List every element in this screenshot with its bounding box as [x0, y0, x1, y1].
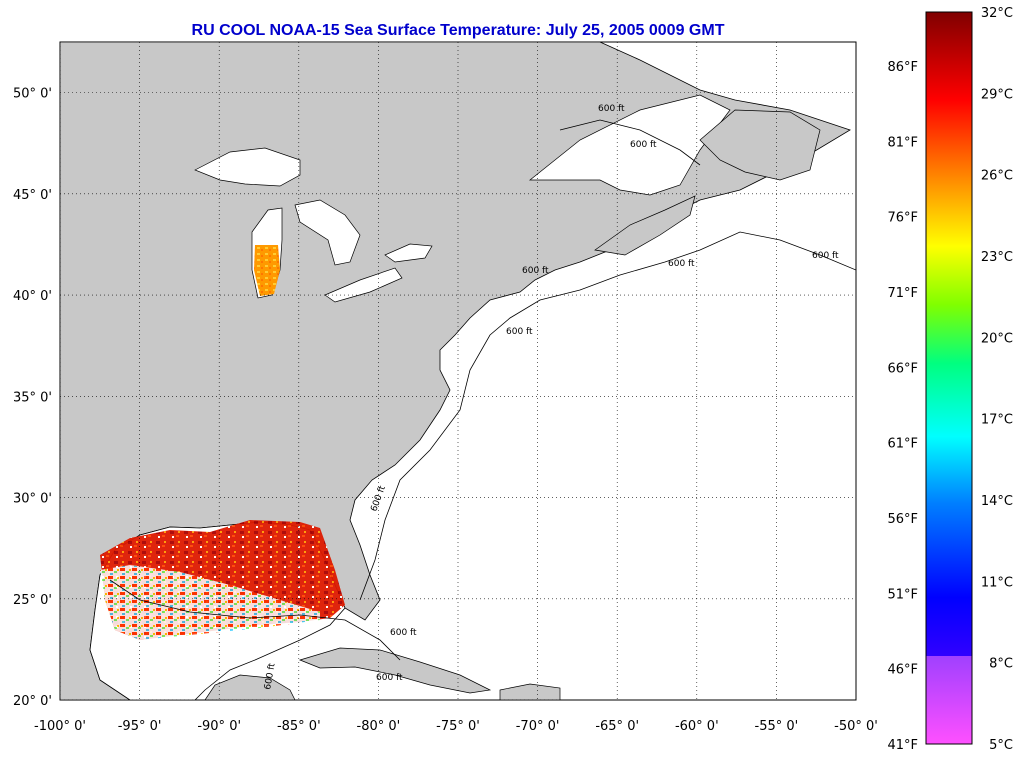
lake-ontario: [384, 243, 433, 263]
yucatan-peninsula: [204, 674, 296, 700]
lon-tick-label: -90° 0': [197, 719, 241, 734]
isobath-600ft-atlantic: [359, 231, 856, 601]
lat-tick-label: 50° 0': [13, 87, 52, 102]
contour-labels: 600 ft 600 ft 600 ft 600 ft 600 ft 600 f…: [263, 104, 839, 691]
colorbar-celsius-label: 29°C: [981, 87, 1013, 102]
svg-text:600 ft: 600 ft: [506, 327, 533, 337]
lon-tick-label: -100° 0': [34, 719, 86, 734]
colorbar-fahrenheit-label: 71°F: [887, 286, 918, 301]
lon-tick-label: -70° 0': [516, 719, 560, 734]
colorbar-fahrenheit-label: 56°F: [887, 512, 918, 527]
colorbar-fahrenheit-label: 86°F: [887, 60, 918, 75]
colorbar-fahrenheit-label: 61°F: [887, 437, 918, 452]
svg-text:600 ft: 600 ft: [522, 266, 549, 276]
newfoundland: [699, 109, 821, 181]
svg-text:600 ft: 600 ft: [376, 673, 403, 683]
lat-tick-label: 45° 0': [13, 188, 52, 203]
lat-tick-label: 20° 0': [13, 694, 52, 709]
lat-tick-label: 35° 0': [13, 390, 52, 405]
lake-huron: [294, 199, 361, 266]
latitude-labels: 20° 0' 25° 0' 30° 0' 35° 0' 40° 0' 45° 0' 50° …: [13, 87, 52, 709]
isobath-600ft-lawrence: [559, 119, 701, 166]
cuba: [298, 647, 492, 694]
map-title: RU COOL NOAA-15 Sea Surface Temperature:…: [191, 22, 725, 39]
colorbar: [925, 11, 973, 745]
lat-tick-label: 30° 0': [13, 492, 52, 507]
colorbar-celsius-label: 23°C: [981, 250, 1013, 265]
colorbar-celsius-label: 14°C: [981, 494, 1013, 509]
colorbar-fahrenheit-label: 81°F: [887, 135, 918, 150]
colorbar-celsius-label: 11°C: [981, 575, 1013, 590]
lake-superior: [194, 147, 301, 187]
colorbar-fahrenheit-labels: 86°F 81°F 76°F 71°F 66°F 61°F 56°F 51°F 46°F 41°F: [887, 60, 918, 753]
lon-tick-label: -55° 0': [755, 719, 799, 734]
svg-text:600 ft: 600 ft: [630, 140, 657, 150]
lat-tick-label: 40° 0': [13, 289, 52, 304]
longitude-labels: -100° 0' -95° 0' -90° 0' -85° 0' -80° 0' -75°…: [34, 719, 878, 734]
isobath-600ft-gulf: [109, 579, 401, 661]
map-content: 600 ft 600 ft 600 ft 600 ft 600 ft 600 f…: [60, 42, 856, 700]
lon-tick-label: -85° 0': [277, 719, 321, 734]
colorbar-fahrenheit-label: 51°F: [887, 587, 918, 602]
lon-tick-label: -60° 0': [675, 719, 719, 734]
nova-scotia: [594, 195, 696, 256]
svg-text:600 ft: 600 ft: [263, 662, 278, 690]
hispaniola: [499, 683, 561, 700]
svg-text:600 ft: 600 ft: [812, 251, 839, 261]
colorbar-celsius-label: 17°C: [981, 413, 1013, 428]
svg-text:600 ft: 600 ft: [598, 104, 625, 114]
lat-tick-label: 25° 0': [13, 593, 52, 608]
colorbar-celsius-label: 8°C: [989, 657, 1013, 672]
gulf-st-lawrence: [529, 94, 731, 196]
svg-text:600 ft: 600 ft: [668, 259, 695, 269]
lake-erie: [324, 267, 403, 303]
lon-tick-label: -95° 0': [118, 719, 162, 734]
lon-tick-label: -50° 0': [834, 719, 878, 734]
lon-tick-label: -65° 0': [595, 719, 639, 734]
colorbar-celsius-label: 32°C: [981, 6, 1013, 21]
colorbar-celsius-label: 26°C: [981, 169, 1013, 184]
colorbar-celsius-label: 20°C: [981, 331, 1013, 346]
sst-gulf-mixed: [100, 565, 320, 640]
colorbar-fahrenheit-label: 46°F: [887, 663, 918, 678]
svg-text:600 ft: 600 ft: [390, 628, 417, 638]
colorbar-fahrenheit-label: 76°F: [887, 211, 918, 226]
graticule-grid: [60, 42, 856, 700]
colorbar-fahrenheit-label: 66°F: [887, 361, 918, 376]
colorbar-celsius-label: 5°C: [989, 738, 1013, 753]
sst-lake-michigan: [254, 245, 280, 296]
lon-tick-label: -80° 0': [357, 719, 401, 734]
colorbar-fahrenheit-label: 41°F: [887, 738, 918, 753]
colorbar-celsius-labels: 32°C 29°C 26°C 23°C 20°C 17°C 14°C 11°C 8°C 5°C: [981, 6, 1013, 753]
lon-tick-label: -75° 0': [436, 719, 480, 734]
